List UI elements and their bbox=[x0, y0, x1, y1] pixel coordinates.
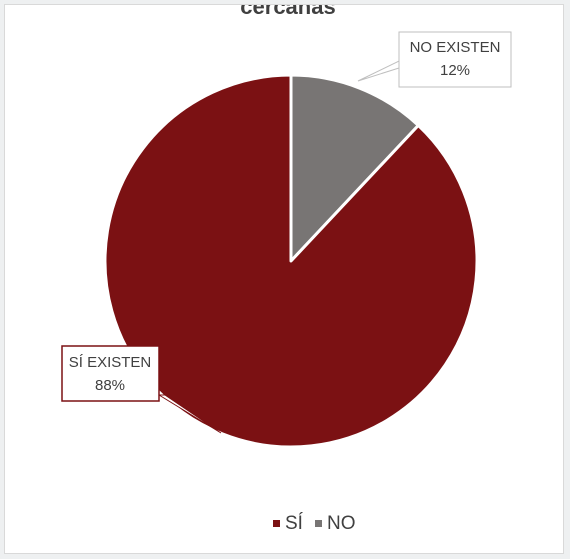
data-label-no-category: NO EXISTEN bbox=[410, 39, 501, 56]
pie-slice-si bbox=[103, 73, 479, 449]
legend-swatch-no bbox=[315, 520, 322, 527]
legend-swatch-si bbox=[273, 520, 280, 527]
legend-label-no: NO bbox=[327, 513, 356, 534]
callout-pointer-no bbox=[357, 60, 400, 82]
chart-frame: cercanas NO EXISTEN 12% SÍ EXISTEN 88% S… bbox=[4, 4, 564, 554]
data-label-si-percent: 88% bbox=[95, 377, 125, 394]
callout-box-no bbox=[398, 31, 512, 88]
data-label-si: SÍ EXISTEN 88% bbox=[61, 345, 222, 434]
data-label-no-percent: 12% bbox=[440, 62, 470, 79]
callout-pointer-si bbox=[157, 394, 222, 434]
chart-title: cercanas bbox=[240, 5, 335, 19]
pie-slice-no bbox=[289, 73, 420, 263]
pie-slices bbox=[103, 73, 479, 449]
legend: SÍ NO bbox=[273, 513, 356, 534]
legend-label-si: SÍ bbox=[285, 513, 304, 534]
pie-chart: cercanas NO EXISTEN 12% SÍ EXISTEN 88% S… bbox=[61, 5, 512, 534]
data-label-si-category: SÍ EXISTEN bbox=[69, 354, 152, 371]
data-label-no: NO EXISTEN 12% bbox=[357, 31, 512, 88]
callout-box-si bbox=[61, 345, 160, 402]
